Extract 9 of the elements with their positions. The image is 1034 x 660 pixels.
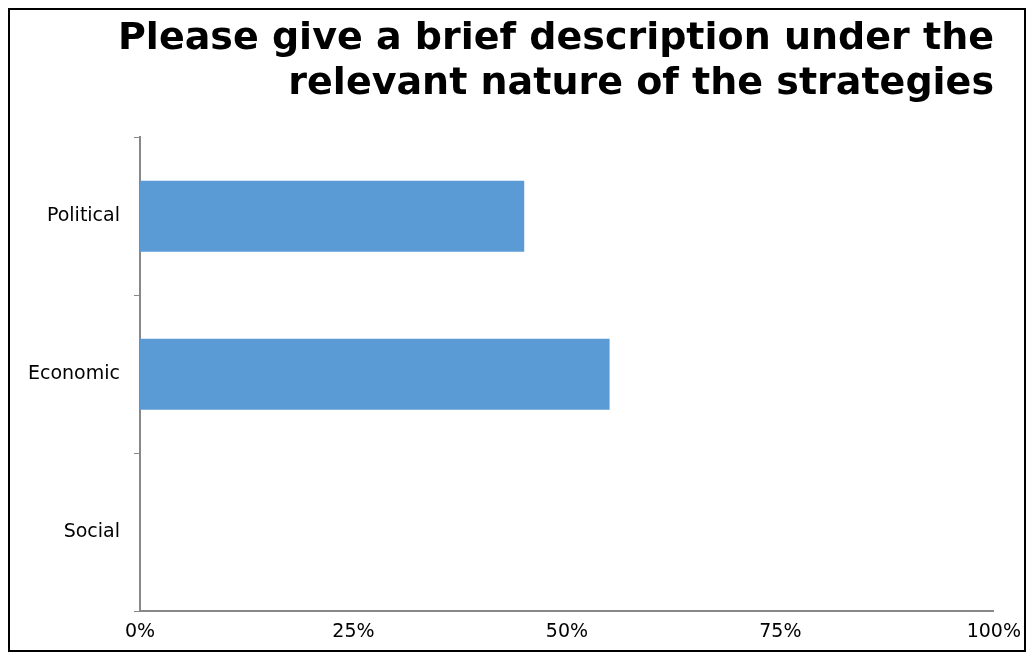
y-tick-label: Social — [63, 519, 120, 542]
x-tick-label: 25% — [332, 618, 375, 641]
x-tick-label: 0% — [124, 618, 156, 641]
y-tick-label: Political — [46, 203, 120, 226]
x-tick-label: 50% — [545, 618, 589, 641]
x-tick-label: 100% — [966, 618, 1021, 641]
x-tick-label: 75% — [759, 618, 802, 641]
chart-title: Please give a brief description under the relevant nature of the strategies — [118, 13, 994, 104]
y-tick-label: Economic — [27, 361, 120, 384]
